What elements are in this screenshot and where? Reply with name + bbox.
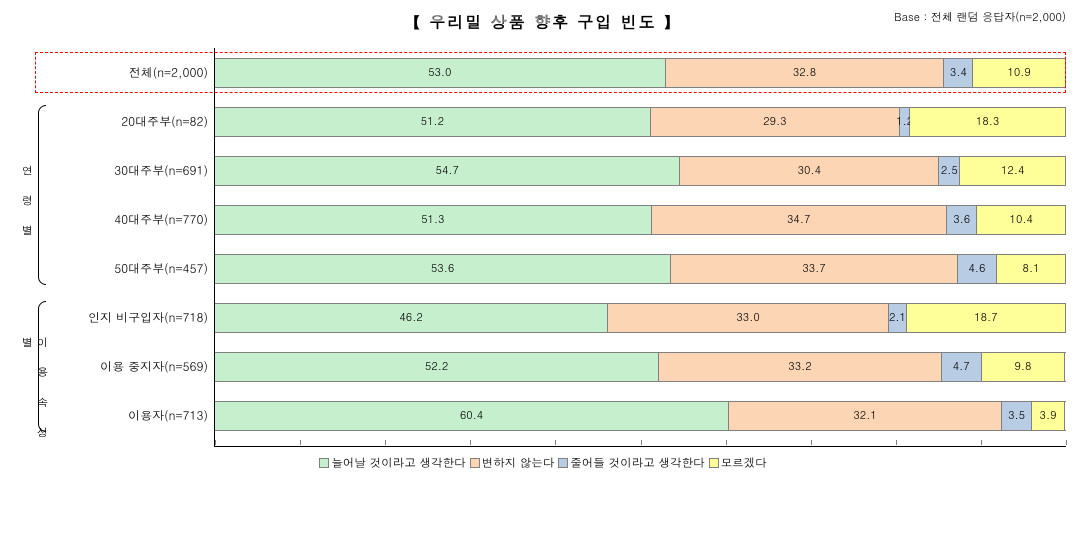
bar-segment-decrease: 3.6 bbox=[947, 206, 978, 234]
bar-segment-dontknow: 9.8 bbox=[982, 353, 1065, 381]
chart-body: 연 령 별이 용 속 성 별 전체(n=2,000)20대주부(n=82)30대… bbox=[20, 48, 1066, 447]
legend-label: 변하지 않는다 bbox=[482, 455, 555, 471]
bar-segment-same: 29.3 bbox=[651, 108, 900, 136]
row-label: 인지 비구입자(n=718) bbox=[44, 293, 214, 342]
bar-segment-dontknow: 3.9 bbox=[1032, 402, 1065, 430]
group-brace bbox=[38, 105, 46, 285]
x-axis bbox=[215, 440, 1066, 446]
bar-segment-increase: 51.2 bbox=[215, 108, 651, 136]
bar-segment-dontknow: 18.7 bbox=[907, 304, 1066, 332]
bar: 54.730.42.512.4 bbox=[215, 156, 1066, 186]
bar: 46.233.02.118.7 bbox=[215, 303, 1066, 333]
bar-segment-same: 32.8 bbox=[666, 59, 945, 87]
legend-label: 줄어들 것이라고 생각한다 bbox=[570, 455, 704, 471]
row-label: 이용 중지자(n=569) bbox=[44, 342, 214, 391]
legend-label: 모르겠다 bbox=[721, 455, 767, 471]
bar-segment-decrease: 3.4 bbox=[944, 59, 973, 87]
chart-title: 【 우리밀 상품 향후 구입 빈도 】 bbox=[404, 10, 682, 33]
bar-segment-decrease: 1.2 bbox=[900, 108, 910, 136]
bar: 51.229.31.218.3 bbox=[215, 107, 1066, 137]
bar-segment-decrease: 3.5 bbox=[1002, 402, 1032, 430]
bar-segment-same: 30.4 bbox=[680, 157, 939, 185]
bar-segment-increase: 46.2 bbox=[215, 304, 608, 332]
bar-row: 51.229.31.218.3 bbox=[215, 97, 1066, 146]
bar-row: 60.432.13.53.9 bbox=[215, 391, 1066, 440]
bar: 53.633.74.68.1 bbox=[215, 254, 1066, 284]
base-note: Base : 전체 랜덤 응답자(n=2,000) bbox=[894, 10, 1066, 25]
bar-segment-same: 33.0 bbox=[608, 304, 889, 332]
bar-segment-decrease: 4.7 bbox=[942, 353, 982, 381]
bar-row: 53.032.83.410.9 bbox=[215, 48, 1066, 97]
row-label: 50대주부(n=457) bbox=[44, 244, 214, 293]
bar-segment-increase: 51.3 bbox=[215, 206, 652, 234]
bar-segment-increase: 53.0 bbox=[215, 59, 666, 87]
bar-segment-increase: 52.2 bbox=[215, 353, 659, 381]
row-label: 30대주부(n=691) bbox=[44, 146, 214, 195]
bar-segment-increase: 54.7 bbox=[215, 157, 680, 185]
bar-segment-same: 33.7 bbox=[671, 255, 958, 283]
bar-segment-dontknow: 10.4 bbox=[977, 206, 1066, 234]
bar-segment-dontknow: 12.4 bbox=[960, 157, 1066, 185]
bar: 53.032.83.410.9 bbox=[215, 58, 1066, 88]
bar-segment-dontknow: 8.1 bbox=[997, 255, 1066, 283]
group-label-연령별: 연 령 별 bbox=[20, 165, 35, 240]
row-label: 이용자(n=713) bbox=[44, 391, 214, 440]
row-label: 20대주부(n=82) bbox=[44, 97, 214, 146]
row-label: 40대주부(n=770) bbox=[44, 195, 214, 244]
bar-row: 51.334.73.610.4 bbox=[215, 195, 1066, 244]
bar-segment-same: 32.1 bbox=[729, 402, 1002, 430]
legend-swatch bbox=[558, 458, 568, 468]
bar-segment-increase: 60.4 bbox=[215, 402, 729, 430]
bar-row: 52.233.24.79.8 bbox=[215, 342, 1066, 391]
legend-item-same: 변하지 않는다 bbox=[470, 455, 555, 471]
bar-segment-increase: 53.6 bbox=[215, 255, 671, 283]
bar-segment-decrease: 2.1 bbox=[889, 304, 907, 332]
legend-swatch bbox=[470, 458, 480, 468]
row-label: 전체(n=2,000) bbox=[44, 48, 214, 97]
legend-item-increase: 늘어날 것이라고 생각한다 bbox=[319, 455, 465, 471]
bar-segment-decrease: 2.5 bbox=[939, 157, 960, 185]
legend-item-decrease: 줄어들 것이라고 생각한다 bbox=[558, 455, 704, 471]
bar-segment-decrease: 4.6 bbox=[958, 255, 997, 283]
bar: 60.432.13.53.9 bbox=[215, 401, 1066, 431]
bar: 51.334.73.610.4 bbox=[215, 205, 1066, 235]
bar-row: 53.633.74.68.1 bbox=[215, 244, 1066, 293]
legend-swatch bbox=[319, 458, 329, 468]
bar-row: 54.730.42.512.4 bbox=[215, 146, 1066, 195]
group-brace bbox=[38, 301, 46, 432]
legend-item-dontknow: 모르겠다 bbox=[709, 455, 767, 471]
bar-row: 46.233.02.118.7 bbox=[215, 293, 1066, 342]
legend-swatch bbox=[709, 458, 719, 468]
bar-segment-same: 34.7 bbox=[652, 206, 947, 234]
bar-segment-dontknow: 18.3 bbox=[910, 108, 1066, 136]
bar-segment-same: 33.2 bbox=[659, 353, 942, 381]
bar: 52.233.24.79.8 bbox=[215, 352, 1066, 382]
bar-segment-dontknow: 10.9 bbox=[973, 59, 1066, 87]
legend: 늘어날 것이라고 생각한다 변하지 않는다 줄어들 것이라고 생각한다 모르겠다 bbox=[20, 455, 1066, 472]
legend-label: 늘어날 것이라고 생각한다 bbox=[331, 455, 465, 471]
